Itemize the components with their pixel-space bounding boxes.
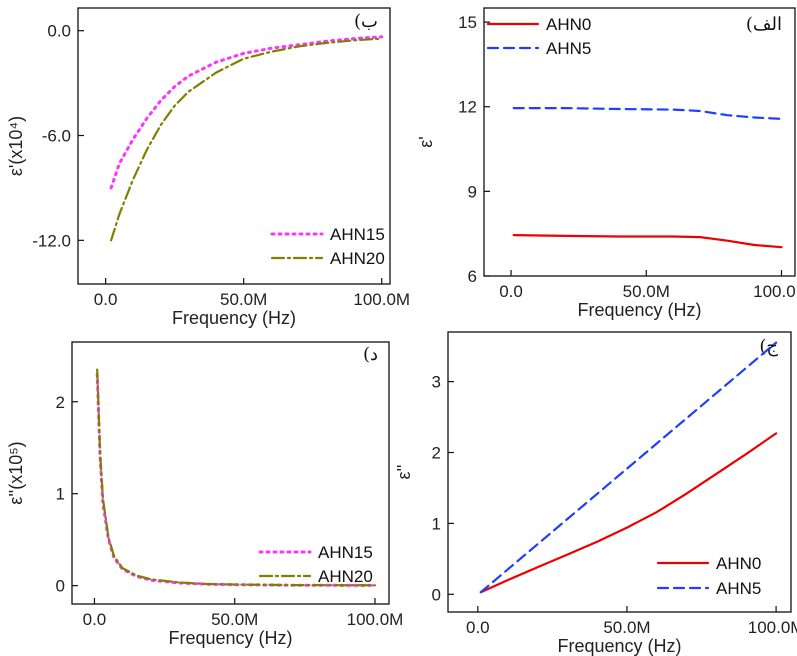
x-axis-label: Frequency (Hz) [577,300,701,320]
legend-label: AHN0 [716,554,761,573]
chart-panel-3: 0.0 50.0M 100.0M 0 1 2 Frequency (Hz) ε''(x10⁵)… [6,341,404,648]
y-axis-label: ε'(x10⁴) [6,116,26,176]
x-tick-label: 0.0 [466,618,490,637]
legend-label: AHN15 [318,543,373,562]
y-tick-label: 0.0 [47,22,71,41]
x-axis-label: Frequency (Hz) [557,636,681,656]
series-line-ahn0 [479,432,778,594]
x-tick-label: 50.0M [211,610,258,629]
x-tick-label: 0.0 [94,290,118,309]
chart-panel-2: 0.0 50.0M 100.0M 6 9 12 15 Frequency (Hz) ε' (الف… [416,7,797,320]
series-line-ahn20 [96,368,377,587]
y-tick-label: 0 [56,577,65,596]
chart-panel-1: 0.0 50.0M 100.0M 0.0 -6.0 -12.0 Frequency (Hz)… [6,7,410,328]
y-tick-label: 1 [56,485,65,504]
legend-label: AHN15 [330,225,385,244]
legend-label: AHN0 [546,15,591,34]
legend-label: AHN20 [318,567,373,586]
x-tick-label: 100.0M [353,290,410,309]
y-tick-label: 12 [458,98,477,117]
plot-frame [447,331,792,613]
panel-label: (ب [354,11,378,32]
panel-label: (الف [746,14,782,35]
legend-label: AHN20 [330,249,385,268]
plot-frame [483,7,796,277]
y-axis-label: ε'' [394,465,414,480]
x-tick-label: 0.0 [499,282,523,301]
y-tick-label: -6.0 [42,127,71,146]
series-line-ahn15 [109,35,384,190]
plot-frame [71,341,390,605]
y-tick-label: 9 [468,182,477,201]
series-line-ahn20 [109,37,383,242]
series-line-ahn5 [479,341,778,594]
y-tick-label: 0 [432,585,441,604]
panel-label: (د [363,344,378,365]
y-axis-label: ε''(x10⁵) [6,441,26,504]
legend-label: AHN5 [546,39,591,58]
x-tick-label: 50.0M [603,618,650,637]
y-tick-label: 2 [56,393,65,412]
legend-label: AHN5 [716,579,761,598]
x-tick-label: 100.0M [347,610,404,629]
y-tick-label: 3 [432,373,441,392]
y-tick-label: 15 [458,13,477,32]
y-tick-label: 2 [432,444,441,463]
x-tick-label: 50.0M [220,290,267,309]
x-axis-label: Frequency (Hz) [168,628,292,648]
x-axis-label: Frequency (Hz) [172,308,296,328]
x-tick-label: 0.0 [83,610,107,629]
y-axis-label: ε' [416,136,436,147]
plot-frame [77,7,391,285]
series-line-ahn5 [512,106,783,121]
series-line-ahn0 [512,234,783,249]
y-tick-label: 6 [468,267,477,286]
x-tick-label: 100.0M [748,618,797,637]
y-tick-label: -12.0 [32,231,71,250]
y-tick-label: 1 [432,514,441,533]
x-tick-label: 100.0M [753,282,797,301]
x-tick-label: 50.0M [623,282,670,301]
